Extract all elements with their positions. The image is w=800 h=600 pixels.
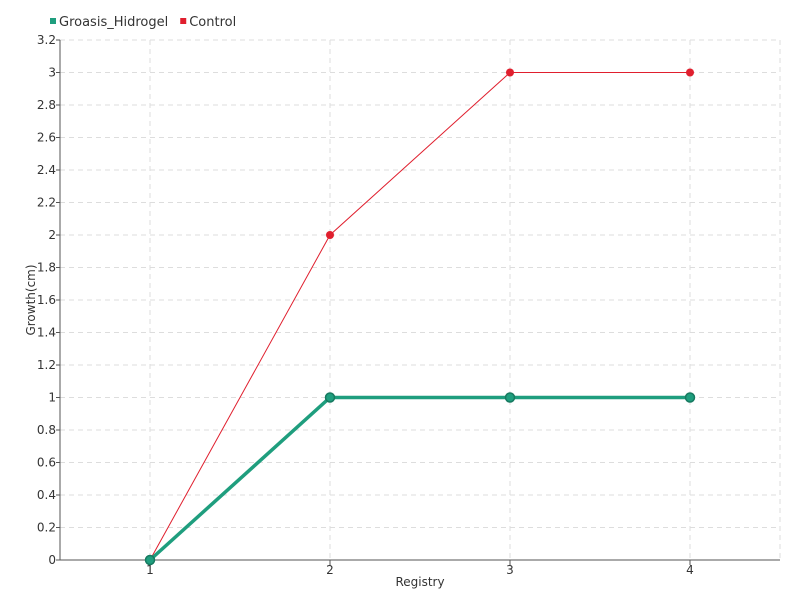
axes: 0 0.2 0.4 0.6 0.8 1 1.2 1.4 1.6 1.8 2 2.2 2.4 2.6 2.8 3… <box>37 33 780 577</box>
y-axis-label: Growth(cm) <box>24 264 38 335</box>
y-tick-label: 2.8 <box>37 98 56 112</box>
y-tick-label: 1.6 <box>37 293 56 307</box>
y-tick-label: 0.6 <box>37 456 56 470</box>
y-tick-label: 0.8 <box>37 423 56 437</box>
data-point <box>684 392 696 403</box>
y-tick-label: 2.2 <box>37 196 56 210</box>
data-point <box>506 68 514 77</box>
y-tick-label: 0.2 <box>37 521 56 535</box>
y-tick-label: 1.4 <box>37 326 56 340</box>
x-axis-label: Registry <box>395 575 444 589</box>
legend-label: Groasis_Hidrogel <box>59 15 168 30</box>
data-point <box>504 392 516 403</box>
data-point <box>686 68 694 77</box>
y-tick-label: 0.4 <box>37 488 56 502</box>
legend: Groasis_Hidrogel Control <box>50 15 236 30</box>
series-line <box>148 395 690 562</box>
legend-swatch <box>180 18 187 24</box>
x-tick-label: 4 <box>686 563 694 577</box>
y-tick-label: 1.2 <box>37 358 56 372</box>
legend-label: Control <box>189 15 236 30</box>
legend-swatch <box>50 18 56 24</box>
data-point <box>326 231 334 239</box>
series-line <box>149 72 690 561</box>
x-tick-label: 1 <box>146 563 154 577</box>
y-tick-label: 1.8 <box>37 261 56 275</box>
y-tick-label: 0 <box>48 553 56 567</box>
y-tick-label: 3 <box>48 66 56 80</box>
y-tick-label: 3.2 <box>37 33 56 47</box>
data-point <box>144 554 156 566</box>
y-tick-label: 2.6 <box>37 131 56 145</box>
x-tick-label: 2 <box>326 563 334 577</box>
y-tick-label: 1 <box>48 391 56 405</box>
grid <box>60 39 781 560</box>
data-point <box>324 392 336 403</box>
y-tick-label: 2 <box>48 228 56 242</box>
series-layer <box>144 68 696 566</box>
y-tick-label: 2.4 <box>37 163 56 177</box>
x-tick-label: 3 <box>506 563 514 577</box>
